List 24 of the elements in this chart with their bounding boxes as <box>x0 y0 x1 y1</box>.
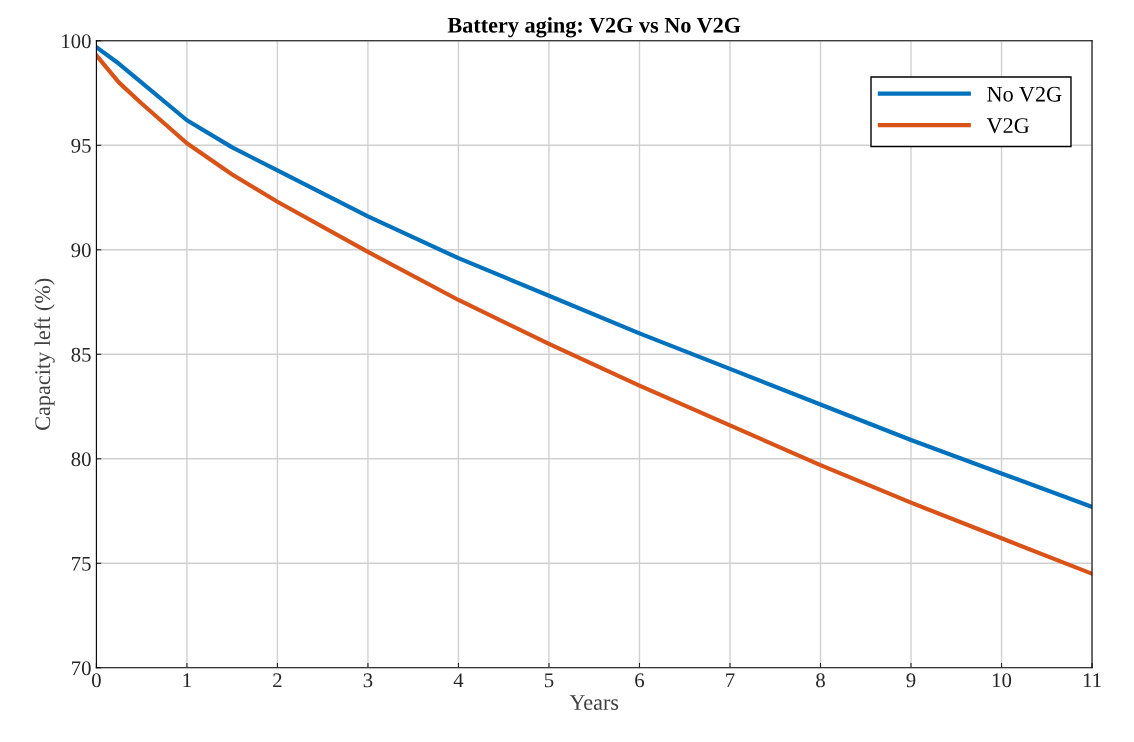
y-tick-label: 90 <box>71 243 91 258</box>
x-tick-label: 4 <box>453 673 464 688</box>
legend-label: No V2G <box>987 86 1062 102</box>
x-tick-label: 1 <box>183 673 191 688</box>
x-tick-label: 8 <box>816 673 825 688</box>
x-tick-label: 6 <box>635 673 645 688</box>
legend-label: V2G <box>986 118 1030 134</box>
x-tick-label: 5 <box>544 673 554 688</box>
y-tick-label: 75 <box>72 556 91 571</box>
x-tick-label: 0 <box>91 673 101 688</box>
x-tick-label: 11 <box>1083 673 1101 688</box>
x-tick-label: 7 <box>726 673 735 688</box>
x-tick-label: 3 <box>363 673 373 688</box>
y-tick-label: 85 <box>71 347 91 362</box>
y-tick-label: 95 <box>71 138 91 153</box>
chart-title: Battery aging: V2G vs No V2G <box>447 17 741 38</box>
x-axis-title: Years <box>569 695 619 710</box>
x-tick-label: 10 <box>992 673 1012 688</box>
x-tick-label: 9 <box>906 673 916 688</box>
y-axis-title: Capacity left (%) <box>34 278 55 430</box>
x-tick-label: 2 <box>273 673 282 688</box>
y-tick-label: 100 <box>62 34 91 49</box>
y-tick-label: 70 <box>72 661 91 676</box>
y-tick-label: 80 <box>71 452 91 467</box>
